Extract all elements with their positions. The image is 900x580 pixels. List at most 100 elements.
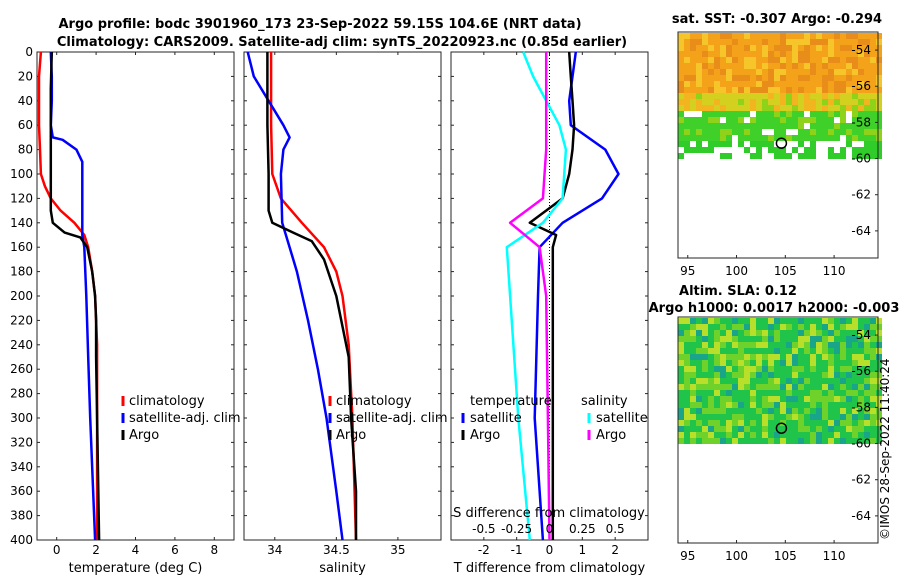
series-line-argo bbox=[49, 51, 101, 541]
map-cell bbox=[816, 438, 822, 444]
map-cell bbox=[804, 336, 810, 342]
map-cell bbox=[864, 420, 870, 426]
map-cell bbox=[774, 69, 780, 75]
map-cell bbox=[876, 81, 882, 87]
map-cell bbox=[864, 366, 870, 372]
map-cell bbox=[690, 39, 696, 45]
series-line-satellite-adj-clim bbox=[246, 51, 344, 541]
map-cell bbox=[804, 360, 810, 366]
map-cell bbox=[822, 366, 828, 372]
map-cell bbox=[684, 360, 690, 366]
map-cell bbox=[732, 93, 738, 99]
map-cell bbox=[702, 39, 708, 45]
map-cell bbox=[822, 69, 828, 75]
map-cell bbox=[744, 153, 750, 159]
map-cell bbox=[756, 366, 762, 372]
map-cell bbox=[774, 111, 780, 117]
map-cell bbox=[720, 324, 726, 330]
map-cell bbox=[708, 69, 714, 75]
map-cell bbox=[780, 81, 786, 87]
map-cell bbox=[708, 81, 714, 87]
map-cell bbox=[714, 129, 720, 135]
legend-label: satellite bbox=[470, 411, 522, 426]
map-cell bbox=[810, 69, 816, 75]
map-x-tick-label: 110 bbox=[823, 264, 846, 278]
map-cell bbox=[840, 354, 846, 360]
map-cell bbox=[750, 117, 756, 123]
map-cell bbox=[762, 420, 768, 426]
map-cell bbox=[726, 111, 732, 117]
map-cell bbox=[822, 324, 828, 330]
map-cell bbox=[780, 408, 786, 414]
map-cell bbox=[816, 45, 822, 51]
map-cell bbox=[870, 153, 876, 159]
map-cell bbox=[852, 390, 858, 396]
map-cell bbox=[756, 402, 762, 408]
map-cell bbox=[726, 69, 732, 75]
map-cell bbox=[786, 135, 792, 141]
map-cell bbox=[762, 63, 768, 69]
map-cell bbox=[852, 117, 858, 123]
map-cell bbox=[846, 390, 852, 396]
map-cell bbox=[852, 426, 858, 432]
map-cell bbox=[876, 93, 882, 99]
map-cell bbox=[756, 318, 762, 324]
map-cell bbox=[702, 396, 708, 402]
map-cell bbox=[726, 336, 732, 342]
x-tick-label: 0 bbox=[546, 543, 554, 557]
map-cell bbox=[690, 330, 696, 336]
map-cell bbox=[858, 342, 864, 348]
map-cell bbox=[876, 324, 882, 330]
map-cell bbox=[708, 147, 714, 153]
map-cell bbox=[768, 432, 774, 438]
map-cell bbox=[840, 33, 846, 39]
map-cell bbox=[822, 135, 828, 141]
map-cell bbox=[864, 408, 870, 414]
map-cell bbox=[810, 63, 816, 69]
map-y-tick-label: -60 bbox=[851, 152, 871, 166]
map-cell bbox=[714, 33, 720, 39]
map-cell bbox=[756, 87, 762, 93]
map-cell bbox=[768, 99, 774, 105]
map-cell bbox=[828, 141, 834, 147]
map-cell bbox=[744, 69, 750, 75]
map-cell bbox=[750, 408, 756, 414]
map-cell bbox=[720, 432, 726, 438]
map-cell bbox=[834, 69, 840, 75]
map-cell bbox=[846, 318, 852, 324]
map-cell bbox=[708, 384, 714, 390]
map-cell bbox=[798, 384, 804, 390]
map-cell bbox=[744, 318, 750, 324]
map-cell bbox=[852, 396, 858, 402]
map-cell bbox=[858, 57, 864, 63]
map-cell bbox=[678, 354, 684, 360]
map-cell bbox=[858, 402, 864, 408]
map-cell bbox=[720, 390, 726, 396]
map-cell bbox=[678, 33, 684, 39]
map-cell bbox=[732, 366, 738, 372]
map-cell bbox=[732, 390, 738, 396]
map-cell bbox=[684, 117, 690, 123]
map-cell bbox=[720, 99, 726, 105]
map-cell bbox=[846, 348, 852, 354]
map-cell bbox=[858, 336, 864, 342]
map-cell bbox=[852, 366, 858, 372]
map-cell bbox=[804, 117, 810, 123]
map-cell bbox=[690, 324, 696, 330]
map-cell bbox=[852, 141, 858, 147]
map-cell bbox=[864, 105, 870, 111]
map-cell bbox=[768, 396, 774, 402]
map-cell bbox=[756, 51, 762, 57]
map-cell bbox=[720, 75, 726, 81]
map-cell bbox=[804, 51, 810, 57]
map-cell bbox=[846, 63, 852, 69]
map-cell bbox=[720, 111, 726, 117]
map-cell bbox=[720, 153, 726, 159]
map-cell bbox=[798, 81, 804, 87]
map-cell bbox=[744, 330, 750, 336]
map-cell bbox=[774, 81, 780, 87]
map-cell bbox=[690, 378, 696, 384]
map-cell bbox=[810, 360, 816, 366]
map-cell bbox=[774, 39, 780, 45]
map-cell bbox=[822, 432, 828, 438]
